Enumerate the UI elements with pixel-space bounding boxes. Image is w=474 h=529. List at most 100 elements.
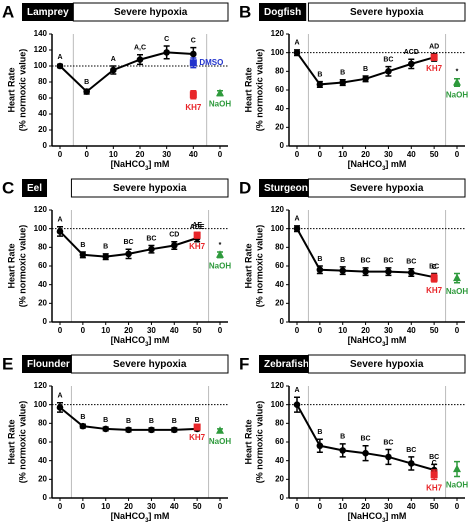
y-axis-title: (% normoxic value) xyxy=(254,225,264,308)
species-box xyxy=(22,179,48,197)
marker xyxy=(453,78,461,86)
marker xyxy=(125,250,132,258)
y-tick-label: 80 xyxy=(275,242,284,251)
header-box xyxy=(307,354,466,374)
significance-letter: C xyxy=(191,37,196,44)
significance-letter: BC xyxy=(406,447,416,454)
marker xyxy=(216,88,224,97)
x-axis-title: [NaHCO3] mM xyxy=(111,335,170,347)
x-tick-label: 0 xyxy=(295,502,300,511)
x-axis-title: [NaHCO3] mM xyxy=(111,511,170,523)
y-axis-title: Heart Rate xyxy=(6,419,16,464)
y-tick-label: 120 xyxy=(34,381,48,390)
marker xyxy=(216,426,224,434)
x-tick-label: 0 xyxy=(84,150,89,159)
y-axis-title: Heart Rate xyxy=(6,243,16,288)
y-tick-label: 20 xyxy=(38,125,47,134)
x-tick-label: 30 xyxy=(147,326,156,335)
y-axis-title: (% normoxic value) xyxy=(17,401,27,484)
y-tick-label: 40 xyxy=(38,280,47,289)
marker xyxy=(79,422,87,430)
x-tick-label: 40 xyxy=(407,326,416,335)
panel-letter: C xyxy=(2,178,14,197)
x-tick-label: 30 xyxy=(384,502,393,511)
x-tick-label: 40 xyxy=(407,502,416,511)
header-label: Severe hypoxia xyxy=(113,359,187,370)
y-tick-label: 100 xyxy=(34,224,48,233)
x-tick-label: 30 xyxy=(384,326,393,335)
x-tick-label: 20 xyxy=(361,150,370,159)
species-label: Sturgeon xyxy=(264,183,308,194)
x-tick-label: 40 xyxy=(407,150,416,159)
marker xyxy=(56,404,64,411)
y-tick-label: 40 xyxy=(38,109,47,118)
y-tick-label: 40 xyxy=(275,280,284,289)
series-label: KH7 xyxy=(426,286,443,295)
x-tick-label: 30 xyxy=(147,502,156,511)
x-axis-title: [NaHCO3] mM xyxy=(111,159,170,171)
x-tick-label: 20 xyxy=(124,502,133,511)
x-tick-label: 0 xyxy=(455,150,460,159)
marker xyxy=(56,62,64,70)
significance-letter: B xyxy=(84,79,89,86)
marker xyxy=(385,268,392,275)
marker xyxy=(79,251,87,259)
y-tick-label: 140 xyxy=(34,29,48,38)
y-axis-title: Heart Rate xyxy=(243,243,253,288)
marker xyxy=(190,50,197,58)
y-tick-label: 80 xyxy=(38,242,47,251)
species-box xyxy=(259,179,313,197)
marker xyxy=(170,426,178,434)
marker xyxy=(316,442,324,450)
series-label: KH7 xyxy=(189,433,206,442)
header-label: Severe hypoxia xyxy=(113,183,187,194)
significance-letter: BC xyxy=(124,239,134,246)
x-axis-title: [NaHCO3] mM xyxy=(348,335,407,347)
significance-letter: C xyxy=(164,36,169,43)
y-tick-label: 120 xyxy=(34,205,48,214)
significance-letter: B xyxy=(126,418,131,425)
marker xyxy=(430,53,438,61)
x-tick-label: 0 xyxy=(81,326,86,335)
species-label: Zebrafish xyxy=(264,359,309,370)
x-axis-title: [NaHCO3] mM xyxy=(348,511,407,523)
species-box xyxy=(259,355,315,373)
y-tick-label: 100 xyxy=(34,400,48,409)
series-label: DMSO xyxy=(199,58,223,67)
significance-letter: BC xyxy=(146,235,156,242)
x-tick-label: 0 xyxy=(455,502,460,511)
significance-letter: A xyxy=(111,56,116,63)
species-label: Eel xyxy=(27,183,42,194)
x-tick-label: 20 xyxy=(136,150,145,159)
significance-letter: AE xyxy=(192,222,202,229)
significance-letter: AD xyxy=(429,43,439,50)
x-tick-label: 0 xyxy=(58,150,63,159)
x-tick-label: 50 xyxy=(193,326,202,335)
y-tick-label: 60 xyxy=(38,261,47,270)
significance-letter: BC xyxy=(361,258,371,265)
marker xyxy=(339,267,347,274)
x-tick-label: 0 xyxy=(218,150,223,159)
marker xyxy=(339,447,347,454)
panel: C Eel Severe hypoxia 0 20 40 60 80 100 120 0 0 10 20 3… xyxy=(2,178,231,347)
marker xyxy=(102,253,110,260)
x-tick-label: 0 xyxy=(218,502,223,511)
series-label: NaOH xyxy=(446,481,468,490)
y-axis-title: (% normoxic value) xyxy=(17,49,27,132)
panel-letter: E xyxy=(2,354,13,373)
panel: A Lamprey Severe hypoxia020406080100120140… xyxy=(2,2,231,171)
significance-letter: A xyxy=(294,216,299,223)
x-axis-title-part: 3 xyxy=(145,518,149,524)
y-tick-label: 0 xyxy=(43,493,48,502)
significance-letter: B xyxy=(80,414,85,421)
significance-letter: B xyxy=(195,417,200,424)
significance-letter: BC xyxy=(383,258,393,265)
series-label: NaOH xyxy=(209,437,231,446)
significance-letter: ACD xyxy=(404,49,419,56)
y-tick-label: 20 xyxy=(38,474,47,483)
x-axis-title-part: [NaHCO xyxy=(348,335,383,345)
header-box xyxy=(307,2,466,22)
marker xyxy=(430,471,438,479)
y-tick-label: 40 xyxy=(275,104,284,113)
